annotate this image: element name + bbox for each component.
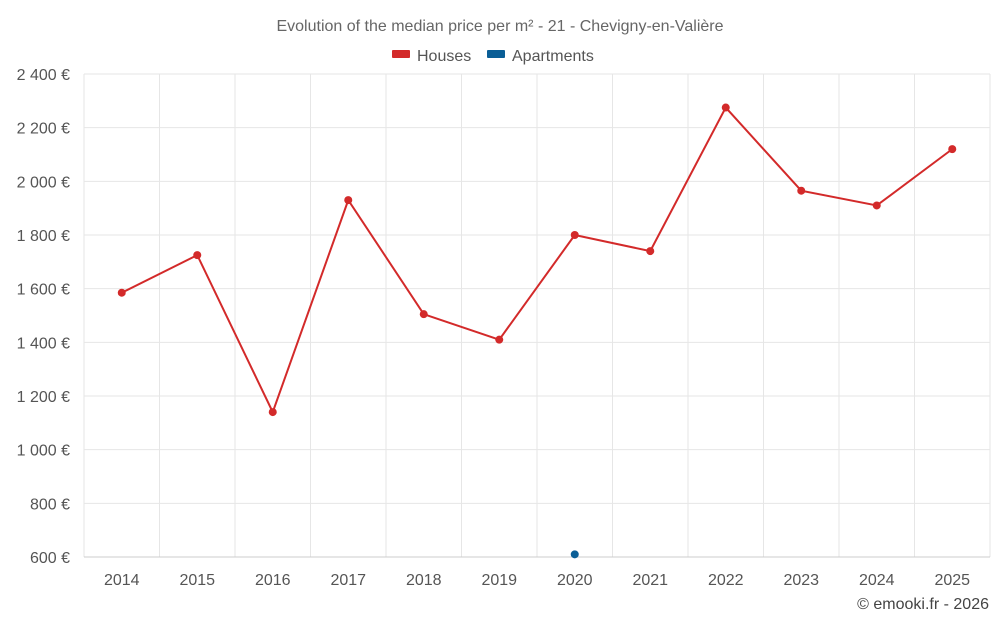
chart-title: Evolution of the median price per m² - 2… <box>276 18 723 35</box>
y-tick-label: 2 200 € <box>17 121 70 138</box>
houses-series-line <box>121 105 953 415</box>
houses-point-2020 <box>570 231 579 239</box>
x-tick-label: 2017 <box>330 572 366 589</box>
houses-point-2016 <box>268 408 277 417</box>
x-tick-label: 2024 <box>859 572 895 589</box>
y-tick-label: 1 600 € <box>17 282 70 299</box>
houses-point-2014 <box>117 288 126 297</box>
y-tick-label: 2 400 € <box>17 67 70 84</box>
y-tick-label: 1 800 € <box>17 228 70 245</box>
apartments-point-2020 <box>570 550 579 559</box>
x-tick-label: 2022 <box>708 572 744 589</box>
houses-point-2023 <box>797 186 806 195</box>
houses-point-2017 <box>344 196 353 205</box>
y-tick-label: 1 200 € <box>17 389 70 406</box>
x-tick-label: 2023 <box>783 572 819 589</box>
y-axis-labels: 600 € 800 € 1 000 € 1 200 € 1 400 € 1 600 € 1 … <box>17 67 70 567</box>
x-gridlines <box>83 74 991 557</box>
legend-swatch-apartments <box>487 50 505 58</box>
houses-point-2019 <box>495 335 504 344</box>
x-tick-label: 2016 <box>255 572 291 589</box>
chart-legend: Houses Apartments <box>392 48 594 65</box>
x-tick-label: 2015 <box>179 572 215 589</box>
y-tick-label: 2 000 € <box>17 174 70 191</box>
y-tick-label: 1 000 € <box>17 443 70 460</box>
x-tick-label: 2019 <box>481 572 517 589</box>
x-tick-label: 2025 <box>934 572 970 589</box>
legend-swatch-houses <box>392 50 410 58</box>
legend-label-houses: Houses <box>417 48 471 65</box>
legend-label-apartments: Apartments <box>512 48 594 65</box>
credit-text: © emooki.fr - 2026 <box>857 596 989 613</box>
x-tick-label: 2021 <box>632 572 668 589</box>
houses-point-2025 <box>948 145 957 154</box>
x-tick-label: 2014 <box>104 572 140 589</box>
houses-point-2018 <box>419 310 428 319</box>
series-group <box>117 103 957 559</box>
houses-point-2022 <box>721 103 730 112</box>
x-axis-labels: 2014 2015 2016 2017 2018 2019 2020 2021 2022 2023… <box>104 572 970 589</box>
houses-point-2015 <box>193 251 202 260</box>
y-tick-label: 800 € <box>30 496 70 513</box>
houses-point-2021 <box>646 247 655 256</box>
houses-point-2024 <box>872 201 881 210</box>
y-tick-label: 1 400 € <box>17 335 70 352</box>
y-tick-label: 600 € <box>30 550 70 567</box>
x-tick-label: 2020 <box>557 572 593 589</box>
x-tick-label: 2018 <box>406 572 442 589</box>
